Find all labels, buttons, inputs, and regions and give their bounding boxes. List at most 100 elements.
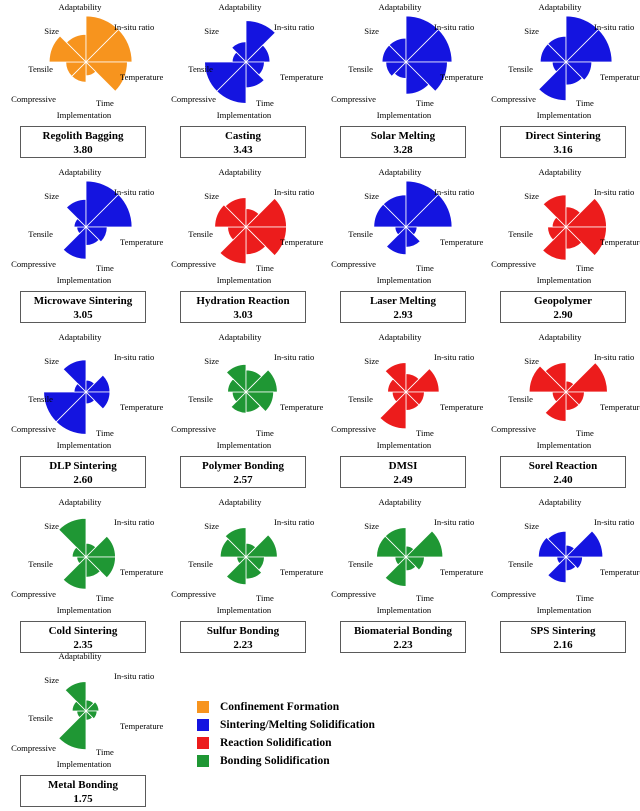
method-name: Geopolymer bbox=[533, 295, 593, 307]
rose-chart-regolith-bagging: Adaptability In-situ ratio Temperature Time… bbox=[11, 2, 163, 120]
rose-chart-cell-microwave-sintering: Adaptability In-situ ratio Temperature Time… bbox=[0, 165, 163, 330]
time-axis-label: Time bbox=[256, 263, 274, 273]
in-situ-ratio-axis-label: In-situ ratio bbox=[274, 352, 314, 362]
method-name: Solar Melting bbox=[370, 130, 436, 142]
temperature-axis-label: Temperature bbox=[280, 402, 323, 412]
method-score: 2.35 bbox=[73, 639, 93, 652]
legend-item-reaction-solidification: Reaction Solidification bbox=[197, 735, 375, 750]
time-axis-label: Time bbox=[416, 98, 434, 108]
tensile-axis-label: Tensile bbox=[28, 559, 53, 569]
in-situ-ratio-axis-label: In-situ ratio bbox=[594, 187, 634, 197]
method-score: 2.16 bbox=[553, 639, 573, 652]
method-score: 2.57 bbox=[233, 474, 253, 487]
method-name: Laser Melting bbox=[369, 295, 437, 307]
temperature-axis-label: Temperature bbox=[440, 402, 483, 412]
legend-label: Confinement Formation bbox=[220, 700, 340, 713]
rose-chart-geopolymer: Adaptability In-situ ratio Temperature Time… bbox=[491, 167, 640, 285]
temperature-wedge bbox=[245, 44, 271, 63]
rose-chart-sorel-reaction: Adaptability In-situ ratio Temperature Time… bbox=[491, 332, 640, 450]
temperature-axis-label: Temperature bbox=[600, 567, 640, 577]
in-situ-ratio-wedge bbox=[245, 20, 276, 63]
size-wedge bbox=[387, 378, 407, 393]
temperature-axis-label: Temperature bbox=[280, 567, 323, 577]
compressive-wedge bbox=[547, 556, 567, 584]
implementation-axis-label: Implementation bbox=[537, 605, 592, 615]
method-score: 3.16 bbox=[553, 144, 573, 157]
rose-chart-metal-bonding: Adaptability In-situ ratio Temperature Time… bbox=[11, 651, 163, 769]
tensile-axis-label: Tensile bbox=[508, 394, 533, 404]
compressive-axis-label: Compressive bbox=[331, 259, 376, 269]
compressive-wedge bbox=[384, 556, 407, 587]
rose-chart-cell-regolith-bagging: Adaptability In-situ ratio Temperature Time… bbox=[0, 0, 163, 165]
adaptability-axis-label: Adaptability bbox=[539, 332, 583, 342]
size-wedge bbox=[219, 538, 247, 558]
temperature-axis-label: Temperature bbox=[120, 72, 163, 82]
method-score: 3.28 bbox=[393, 144, 413, 157]
time-axis-label: Time bbox=[96, 98, 114, 108]
temperature-wedge bbox=[405, 28, 453, 63]
rose-chart-biomaterial-bonding: Adaptability In-situ ratio Temperature Time… bbox=[331, 497, 483, 615]
size-axis-label: Size bbox=[204, 26, 219, 36]
compressive-axis-label: Compressive bbox=[11, 589, 56, 599]
adaptability-axis-label: Adaptability bbox=[219, 167, 263, 177]
implementation-axis-label: Implementation bbox=[377, 605, 432, 615]
compressive-axis-label: Compressive bbox=[11, 94, 56, 104]
size-wedge bbox=[214, 204, 247, 228]
tensile-axis-label: Tensile bbox=[188, 229, 213, 239]
rose-chart-cell-sps-sintering: Adaptability In-situ ratio Temperature Time… bbox=[480, 495, 640, 660]
method-name: Sorel Reaction bbox=[528, 460, 598, 472]
method-score: 3.43 bbox=[233, 144, 253, 157]
size-wedge bbox=[551, 216, 567, 228]
temperature-axis-label: Temperature bbox=[600, 402, 640, 412]
rose-chart-cold-sintering: Adaptability In-situ ratio Temperature Time… bbox=[11, 497, 163, 615]
compressive-axis-label: Compressive bbox=[171, 424, 216, 434]
temperature-wedge bbox=[245, 534, 278, 558]
rose-chart-cell-hydration-reaction: Adaptability In-situ ratio Temperature Time… bbox=[160, 165, 323, 330]
temperature-axis-label: Temperature bbox=[120, 402, 163, 412]
compressive-wedge bbox=[379, 391, 407, 430]
legend-label: Bonding Solidification bbox=[220, 754, 330, 767]
tensile-axis-label: Tensile bbox=[28, 64, 53, 74]
temperature-axis-label: Temperature bbox=[440, 567, 483, 577]
rose-chart-cell-dmsi: Adaptability In-situ ratio Temperature Time… bbox=[320, 330, 483, 495]
tensile-wedge bbox=[204, 61, 247, 92]
adaptability-wedge bbox=[64, 681, 87, 712]
method-score: 2.49 bbox=[393, 474, 413, 487]
tensile-axis-label: Tensile bbox=[348, 229, 373, 239]
time-wedge bbox=[245, 226, 287, 257]
method-name: Direct Sintering bbox=[525, 130, 601, 142]
tensile-axis-label: Tensile bbox=[508, 229, 533, 239]
method-score: 2.93 bbox=[393, 309, 413, 322]
method-name: Regolith Bagging bbox=[42, 130, 124, 142]
time-axis-label: Time bbox=[256, 98, 274, 108]
size-axis-label: Size bbox=[44, 356, 59, 366]
adaptability-wedge bbox=[542, 194, 567, 228]
tensile-axis-label: Tensile bbox=[348, 64, 373, 74]
method-name: Cold Sintering bbox=[48, 625, 118, 637]
time-wedge bbox=[85, 61, 128, 92]
tensile-axis-label: Tensile bbox=[28, 713, 53, 723]
compressive-axis-label: Compressive bbox=[491, 424, 536, 434]
tensile-axis-label: Tensile bbox=[508, 64, 533, 74]
adaptability-axis-label: Adaptability bbox=[59, 167, 103, 177]
method-score: 2.40 bbox=[553, 474, 573, 487]
in-situ-ratio-axis-label: In-situ ratio bbox=[114, 517, 154, 527]
compressive-axis-label: Compressive bbox=[171, 589, 216, 599]
size-wedge bbox=[381, 44, 407, 63]
legend-swatch-reaction-solidification bbox=[197, 736, 209, 749]
size-axis-label: Size bbox=[204, 356, 219, 366]
rose-chart-hydration-reaction: Adaptability In-situ ratio Temperature Time… bbox=[171, 167, 323, 285]
temperature-axis-label: Temperature bbox=[120, 721, 163, 731]
size-axis-label: Size bbox=[364, 191, 379, 201]
tensile-wedge bbox=[547, 226, 567, 241]
compressive-wedge bbox=[230, 391, 247, 414]
method-name: Casting bbox=[224, 130, 262, 142]
adaptability-axis-label: Adaptability bbox=[539, 497, 583, 507]
time-wedge bbox=[565, 556, 583, 570]
method-name: Hydration Reaction bbox=[196, 295, 290, 307]
rose-chart-casting: Adaptability In-situ ratio Temperature Time… bbox=[171, 2, 323, 120]
in-situ-ratio-axis-label: In-situ ratio bbox=[274, 517, 314, 527]
rose-chart-cell-direct-sintering: Adaptability In-situ ratio Temperature Time… bbox=[480, 0, 640, 165]
in-situ-ratio-axis-label: In-situ ratio bbox=[434, 22, 474, 32]
